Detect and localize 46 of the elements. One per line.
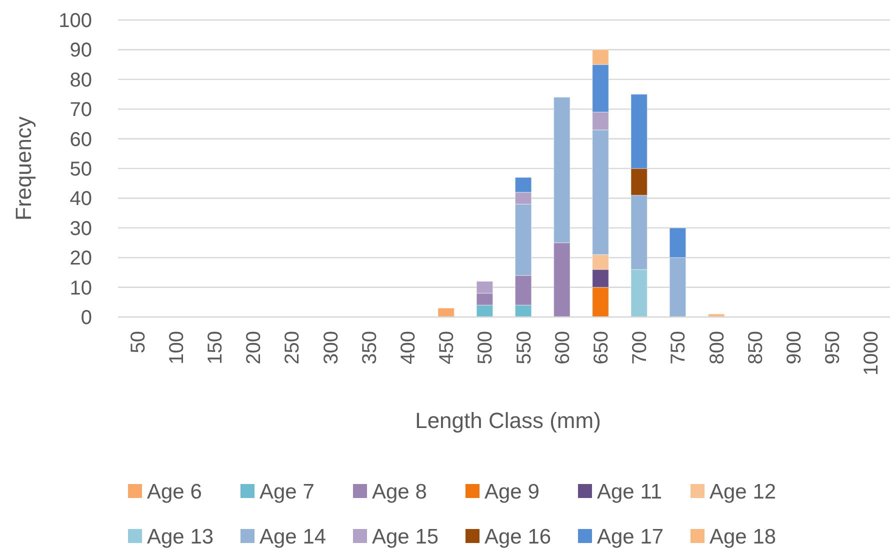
y-tick-label: 10 (70, 277, 92, 300)
legend-label: Age 9 (484, 480, 540, 504)
x-tick-label: 1000 (860, 331, 883, 376)
x-tick-label: 50 (127, 331, 150, 354)
y-tick-label: 60 (70, 128, 92, 151)
x-tick-label: 700 (629, 331, 652, 364)
y-tick-label: 20 (70, 248, 92, 270)
y-axis-title: Frequency (11, 116, 36, 220)
x-tick-label: 650 (590, 331, 612, 364)
x-axis-title: Length Class (mm) (415, 408, 601, 433)
x-tick-label: 950 (822, 331, 844, 364)
y-tick-label: 40 (70, 188, 92, 210)
y-tick-label: 80 (70, 69, 92, 92)
x-tick-label: 450 (436, 331, 458, 364)
x-tick-label: 850 (744, 331, 767, 364)
bar (438, 308, 455, 318)
y-tick-label: 0 (80, 307, 92, 329)
legend-label: Age 13 (147, 525, 214, 548)
x-tick-label: 350 (358, 331, 381, 364)
x-tick-label: 600 (552, 331, 574, 364)
y-tick-label: 50 (70, 158, 92, 180)
y-tick-label: 100 (58, 10, 92, 32)
y-tick-label: 90 (70, 40, 92, 62)
x-tick-label: 150 (204, 331, 226, 364)
legend-label: Age 7 (260, 480, 314, 504)
legend-label: Age 17 (597, 525, 664, 548)
x-tick-label: 500 (474, 331, 497, 364)
legend-label: Age 16 (484, 525, 552, 548)
x-tick-label: 100 (166, 331, 188, 364)
y-tick-label: 30 (70, 218, 92, 240)
x-tick-label: 800 (706, 331, 728, 364)
x-tick-label: 900 (784, 331, 806, 364)
legend-label: Age 18 (710, 525, 776, 548)
x-tick-label: 400 (398, 331, 420, 364)
x-tick-label: 300 (320, 331, 342, 364)
x-tick-label: 750 (668, 331, 690, 364)
legend-label: Age 12 (710, 480, 776, 504)
x-tick-label: 250 (282, 331, 304, 364)
x-tick-label: 200 (243, 331, 266, 364)
legend-label: Age 8 (372, 480, 427, 504)
legend-label: Age 14 (260, 525, 326, 548)
y-tick-label: 70 (70, 99, 92, 122)
x-tick-label: 550 (513, 331, 536, 364)
legend-label: Age 6 (147, 480, 202, 504)
legend-label: Age 15 (372, 525, 439, 548)
legend-label: Age 11 (597, 480, 662, 504)
